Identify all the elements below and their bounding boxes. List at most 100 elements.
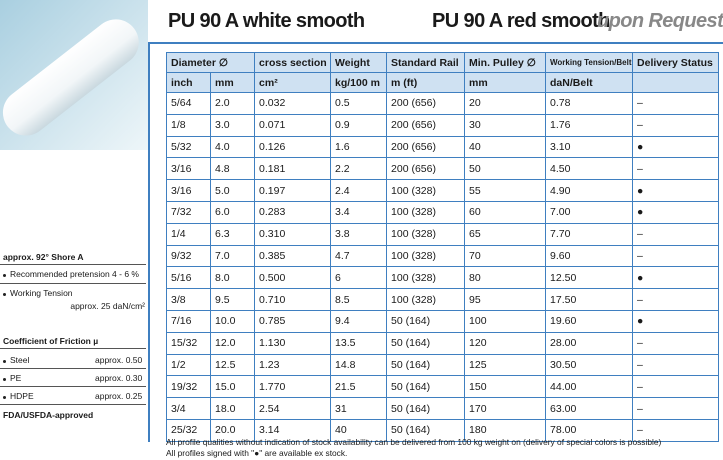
table-cell: 3.10 bbox=[545, 135, 634, 159]
table-cell: 200 (656) bbox=[386, 113, 466, 137]
table-cell: 1/4 bbox=[166, 222, 211, 246]
table-cell: 20.0 bbox=[209, 418, 256, 442]
table-cell: 3/8 bbox=[166, 288, 211, 311]
table-cell: 100 (328) bbox=[386, 222, 466, 246]
column-header: Weight bbox=[330, 52, 388, 73]
side-rule bbox=[148, 42, 150, 442]
table-cell: 4.7 bbox=[330, 244, 388, 268]
table-cell: 95 bbox=[464, 288, 547, 311]
table-cell: 7/32 bbox=[166, 200, 211, 224]
table-cell: 60 bbox=[464, 200, 547, 224]
table-cell: – bbox=[632, 244, 720, 268]
table-cell: 65 bbox=[464, 222, 547, 246]
footnote: All profile qualities without indication… bbox=[166, 437, 662, 447]
rule bbox=[0, 283, 146, 284]
table-cell: 13.5 bbox=[330, 331, 388, 355]
table-cell: 3/16 bbox=[166, 157, 211, 181]
table-cell: 10.0 bbox=[209, 309, 256, 333]
table-cell: 12.50 bbox=[545, 266, 634, 290]
table-cell: 2.4 bbox=[330, 179, 388, 202]
table-row: 7/32 6.0 0.283 3.4 100 (328) 60 7.00 ● bbox=[166, 200, 720, 224]
rule bbox=[0, 368, 146, 369]
unit-header: kg/100 m bbox=[330, 72, 388, 93]
table-cell: 120 bbox=[464, 331, 547, 355]
table-cell: 1/8 bbox=[166, 113, 211, 137]
table-cell: 1.6 bbox=[330, 135, 388, 159]
table-cell: 5/64 bbox=[166, 92, 211, 115]
spec-note: approx. 25 daN/cm² bbox=[70, 301, 145, 311]
bullet bbox=[3, 293, 6, 296]
table-row: 5/64 2.0 0.032 0.5 200 (656) 20 0.78– bbox=[166, 92, 720, 115]
table-cell: 200 (656) bbox=[386, 135, 466, 159]
table-cell: 1.76 bbox=[545, 113, 634, 137]
table-cell: 50 (164) bbox=[386, 309, 466, 333]
table-cell: 0.9 bbox=[330, 113, 388, 137]
table-cell: 0.181 bbox=[254, 157, 332, 181]
table-cell: 3.8 bbox=[330, 222, 388, 246]
table-cell: 2.54 bbox=[254, 397, 332, 420]
table-cell: 5/32 bbox=[166, 135, 211, 159]
table-cell: 6.0 bbox=[209, 200, 256, 224]
column-header: Diameter ∅ bbox=[165, 52, 256, 73]
table-cell: ● bbox=[632, 266, 720, 290]
table-cell: 200 (656) bbox=[386, 157, 466, 181]
table-cell: 30 bbox=[464, 113, 547, 137]
table-cell: 100 (328) bbox=[386, 288, 466, 311]
rule bbox=[0, 404, 146, 405]
table-row: 25/32 20.0 3.14 40 50 (164) 180 78.00– bbox=[166, 418, 720, 442]
table-row: 9/32 7.0 0.385 4.7 100 (328) 70 9.60– bbox=[166, 244, 720, 268]
table-row: 5/16 8.0 0.500 6 100 (328) 80 12.50 ● bbox=[166, 266, 720, 290]
table-cell: – bbox=[632, 397, 720, 420]
column-header: Standard Rail bbox=[386, 52, 466, 73]
table-row: 3/8 9.5 0.710 8.5 100 (328) 95 17.50– bbox=[166, 288, 720, 311]
table-row: 5/32 4.0 0.126 1.6 200 (656) 40 3.10 ● bbox=[166, 135, 720, 159]
title: PU 90 A white smooth bbox=[168, 10, 365, 32]
rule bbox=[0, 264, 146, 265]
table-cell: 55 bbox=[464, 179, 547, 202]
table-cell: – bbox=[632, 92, 720, 115]
table-cell: 2.0 bbox=[209, 92, 256, 115]
table-cell: 17.50 bbox=[545, 288, 634, 311]
approval: FDA/USFDA-approved bbox=[3, 410, 94, 420]
table-cell: 125 bbox=[464, 353, 547, 377]
bullet bbox=[3, 274, 6, 277]
table-cell: 0.500 bbox=[254, 266, 332, 290]
spec: Recommended pretension 4 - 6 % bbox=[10, 269, 139, 279]
table-row: 3/4 18.0 2.54 31 50 (164) 170 63.00– bbox=[166, 397, 720, 420]
table-row: 15/32 12.0 1.130 13.5 50 (164) 120 28.00– bbox=[166, 331, 720, 355]
header-row: Diameter ∅ cross section Weight Standard Ra… bbox=[165, 52, 720, 73]
table-cell: 15/32 bbox=[166, 331, 211, 355]
unit-header: m (ft) bbox=[386, 72, 466, 93]
column-header: Working Tension/Belt bbox=[545, 52, 634, 73]
table-cell: 5.0 bbox=[209, 179, 256, 202]
table-cell: 40 bbox=[330, 418, 388, 442]
table-cell: 150 bbox=[464, 375, 547, 399]
table-cell: 44.00 bbox=[545, 375, 634, 399]
table-cell: 0.032 bbox=[254, 92, 332, 115]
table-cell: 100 bbox=[464, 309, 547, 333]
table-cell: 100 (328) bbox=[386, 200, 466, 224]
table-cell: 21.5 bbox=[330, 375, 388, 399]
table-cell: 63.00 bbox=[545, 397, 634, 420]
table-cell: 6 bbox=[330, 266, 388, 290]
table-cell: 50 (164) bbox=[386, 375, 466, 399]
friction-value: approx. 0.50 bbox=[95, 355, 143, 365]
title: PU 90 A red smooth bbox=[432, 10, 610, 32]
table-cell: 1.770 bbox=[254, 375, 332, 399]
table-cell: 0.710 bbox=[254, 288, 332, 311]
table-cell: 12.5 bbox=[209, 353, 256, 377]
product-image bbox=[0, 0, 148, 150]
table-cell: 0.5 bbox=[330, 92, 388, 115]
table-cell: 7.70 bbox=[545, 222, 634, 246]
bullet bbox=[3, 396, 6, 399]
table-cell: 19/32 bbox=[166, 375, 211, 399]
friction-material: Steel bbox=[10, 355, 30, 365]
column-header: Delivery Status bbox=[632, 52, 720, 73]
table-cell: 80 bbox=[464, 266, 547, 290]
unit-header: mm bbox=[464, 72, 547, 93]
table-cell: 9/32 bbox=[166, 244, 211, 268]
table-cell: 100 (328) bbox=[386, 179, 466, 202]
table-cell: – bbox=[632, 222, 720, 246]
table-cell: 1.23 bbox=[254, 353, 332, 377]
table-cell: ● bbox=[632, 200, 720, 224]
